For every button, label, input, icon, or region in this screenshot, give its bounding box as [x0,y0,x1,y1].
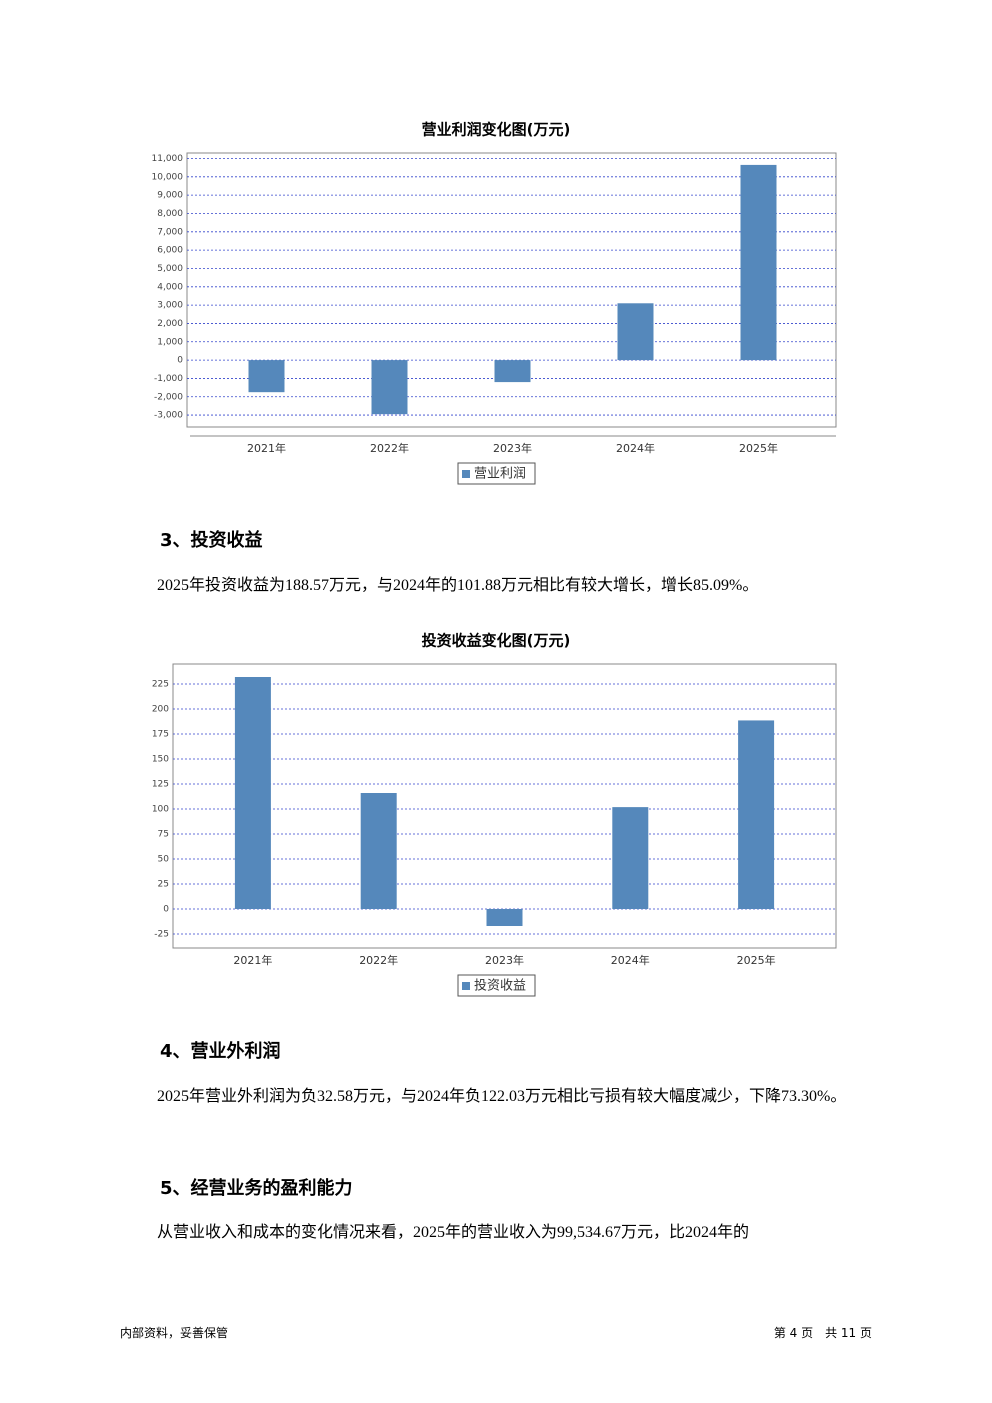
section-heading: 3、投资收益 [160,530,263,551]
x-tick-label: 2021年 [233,953,272,967]
y-tick-label: 125 [152,780,169,790]
bar [360,793,397,909]
y-tick-label: 0 [177,356,183,366]
bar [234,677,271,909]
bar [248,360,285,393]
x-tick-label: 2024年 [616,441,655,455]
legend-label: 投资收益 [474,978,526,994]
x-tick-label: 2025年 [739,441,778,455]
y-tick-label: 150 [152,755,169,765]
chart-title: 营业利润变化图(万元) [422,121,571,139]
y-tick-label: -3,000 [154,411,183,421]
y-tick-label: 75 [158,830,169,840]
y-tick-label: 25 [158,880,169,890]
bar [486,909,523,926]
x-tick-label: 2024年 [611,953,650,967]
x-tick-label: 2023年 [485,953,524,967]
y-tick-label: 50 [158,855,170,865]
y-tick-label: 7,000 [157,227,183,237]
bar [617,303,654,361]
y-tick-label: 5,000 [157,264,183,274]
x-tick-label: 2022年 [370,441,409,455]
footer-left: 内部资料，妥善保管 [120,1326,229,1340]
legend-box [457,974,536,997]
y-tick-label: -2,000 [154,392,183,402]
chart-title: 投资收益变化图(万元) [422,632,571,650]
section-heading: 4、营业外利润 [160,1041,281,1062]
x-tick-label: 2025年 [737,953,776,967]
y-tick-label: 2,000 [157,319,183,329]
y-tick-label: 4,000 [157,282,183,292]
bar [612,807,649,909]
y-tick-label: 1,000 [157,337,183,347]
legend-label: 营业利润 [474,467,526,482]
section-heading: 5、经营业务的盈利能力 [160,1178,353,1199]
y-tick-label: 6,000 [157,246,183,256]
y-tick-label: 0 [163,905,169,915]
bar [740,164,777,361]
y-tick-label: 100 [152,805,169,815]
footer-right: 第 4 页 共 11 页 [773,1326,872,1340]
y-tick-label: 175 [152,730,169,740]
y-tick-label: 3,000 [157,301,183,311]
y-tick-label: 9,000 [157,191,183,201]
bar [371,360,408,415]
plot-area [172,663,837,949]
legend-swatch [462,982,470,990]
paragraph: 2025年投资收益为188.57万元，与2024年的101.88万元相比有较大增… [157,577,759,594]
bar [494,360,531,383]
bar [738,720,775,909]
paragraph: 2025年营业外利润为负32.58万元，与2024年负122.03万元相比亏损有… [157,1088,847,1105]
x-tick-label: 2021年 [247,441,286,455]
y-tick-label: 11,000 [152,154,184,164]
y-tick-label: -1,000 [154,374,183,384]
y-tick-label: 10,000 [152,172,184,182]
y-tick-label: 200 [152,705,169,715]
y-tick-label: -25 [154,930,169,940]
legend-box [457,462,536,485]
legend-swatch [462,470,470,478]
paragraph: 从营业收入和成本的变化情况来看，2025年的营业收入为99,534.67万元，比… [157,1224,750,1241]
x-tick-label: 2023年 [493,441,532,455]
y-tick-label: 225 [152,680,169,690]
x-tick-label: 2022年 [359,953,398,967]
y-tick-label: 8,000 [157,209,183,219]
